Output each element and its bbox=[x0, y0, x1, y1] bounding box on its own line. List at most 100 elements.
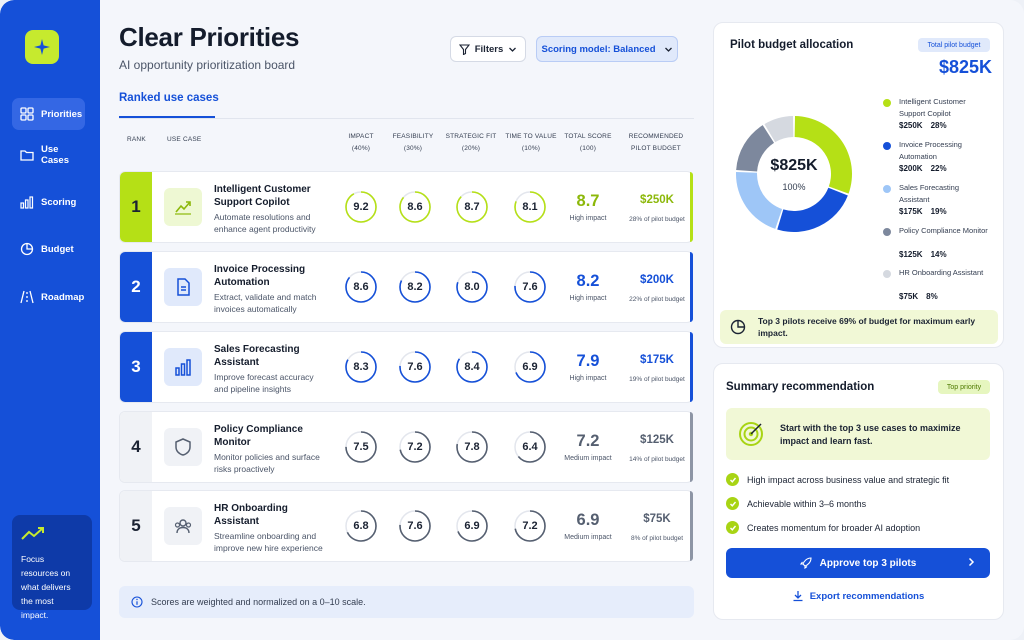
check-icon bbox=[726, 473, 739, 486]
sidebar-item-budget[interactable]: Budget bbox=[12, 233, 85, 265]
budget-share-label: 14% of pilot budget bbox=[629, 456, 685, 463]
sidebar-item-label: Budget bbox=[41, 243, 74, 255]
table-row[interactable]: 3 Sales Forecasting Assistant Improve fore… bbox=[119, 331, 693, 403]
score-feasibility: 7.6 bbox=[398, 509, 432, 543]
score-strategic: 8.0 bbox=[455, 270, 489, 304]
bar-chart-icon bbox=[20, 196, 34, 209]
sidebar-item-use-cases[interactable]: Use Cases bbox=[12, 139, 85, 171]
tab-ranked-use-cases[interactable]: Ranked use cases bbox=[119, 92, 219, 104]
use-case-description: Monitor policies and surface risks proac… bbox=[214, 452, 320, 474]
budget-card-title: Pilot budget allocation bbox=[730, 39, 854, 51]
sidebar-item-scoring[interactable]: Scoring bbox=[12, 186, 85, 218]
score-feasibility: 7.2 bbox=[398, 430, 432, 464]
table-row[interactable]: 2 Invoice Processing Automation Extract, v… bbox=[119, 251, 693, 323]
summary-card-title: Summary recommendation bbox=[726, 381, 875, 393]
check-icon bbox=[726, 521, 739, 534]
recommendation-text: Start with the top 3 use cases to maximi… bbox=[780, 423, 961, 446]
chevron-down-icon bbox=[509, 47, 517, 52]
donut-slice bbox=[777, 187, 848, 232]
sidebar-item-label: Use Cases bbox=[41, 144, 69, 166]
score-impact: 6.8 bbox=[344, 509, 378, 543]
filters-label: Filters bbox=[474, 43, 504, 55]
row-accent bbox=[690, 332, 693, 402]
row-accent bbox=[690, 172, 693, 242]
trend-up-icon bbox=[164, 188, 202, 226]
chevron-down-icon bbox=[664, 47, 672, 52]
road-icon bbox=[20, 290, 34, 304]
legend-value: $125K 14% bbox=[899, 250, 947, 259]
table-row[interactable]: 4 Policy Compliance Monitor Monitor polici… bbox=[119, 411, 693, 483]
column-header-strategic-fit: STRATEGIC FIT (20%) bbox=[445, 133, 497, 152]
total-score: 7.2 bbox=[576, 432, 600, 450]
use-case-name: HR Onboarding Assistant bbox=[214, 503, 288, 527]
sidebar-item-label: Scoring bbox=[41, 196, 77, 208]
footnote-text: Scores are weighted and normalized on a … bbox=[151, 597, 366, 607]
donut-center-value: $825K bbox=[770, 157, 818, 174]
row-accent bbox=[690, 491, 693, 561]
column-header-impact: IMPACT (40%) bbox=[348, 133, 374, 152]
donut-slice bbox=[736, 125, 775, 172]
approve-pilots-button[interactable]: Approve top 3 pilots bbox=[726, 548, 990, 578]
budget-insight-text: Top 3 pilots receive 69% of budget for m… bbox=[758, 316, 976, 338]
shield-icon bbox=[164, 428, 202, 466]
scoring-model-select[interactable]: Scoring model: Balanced bbox=[536, 36, 678, 62]
total-score: 6.9 bbox=[576, 511, 600, 529]
pilot-budget: $200K bbox=[640, 274, 674, 286]
export-recommendations-link[interactable]: Export recommendations bbox=[726, 590, 990, 602]
legend-name: Invoice Processing Automation bbox=[899, 140, 962, 161]
sidebar-item-priorities[interactable]: Priorities bbox=[12, 98, 85, 130]
use-case-description: Extract, validate and match invoices aut… bbox=[214, 292, 317, 314]
legend-name: HR Onboarding Assistant bbox=[899, 268, 984, 277]
download-icon bbox=[793, 591, 803, 602]
filters-button[interactable]: Filters bbox=[450, 36, 526, 62]
total-budget-value: $825K bbox=[938, 57, 992, 77]
rank-badge: 4 bbox=[120, 412, 152, 482]
column-header-feasibility: FEASIBILITY (30%) bbox=[392, 133, 434, 152]
table-row[interactable]: 1 Intelligent Customer Support Copilot Aut… bbox=[119, 171, 693, 243]
impact-label: High impact bbox=[569, 215, 607, 222]
users-icon bbox=[164, 507, 202, 545]
use-case-description: Improve forecast accuracy and pipeline i… bbox=[214, 372, 314, 394]
impact-label: High impact bbox=[569, 295, 607, 302]
score-ttv: 7.6 bbox=[513, 270, 547, 304]
legend-name: Sales Forecasting Assistant bbox=[899, 183, 960, 204]
sparkle-icon bbox=[34, 39, 50, 55]
legend-name: Policy Compliance Monitor bbox=[899, 226, 988, 235]
pilot-budget: $75K bbox=[643, 513, 671, 525]
legend-name: Intelligent Customer Support Copilot bbox=[899, 97, 966, 118]
column-header-use-case: USE CASE bbox=[167, 136, 202, 143]
column-header-budget: RECOMMENDED PILOT BUDGET bbox=[628, 133, 684, 152]
chevron-right-icon bbox=[968, 557, 975, 567]
pie-chart-icon bbox=[730, 319, 746, 335]
rank-badge: 5 bbox=[120, 491, 152, 561]
grid-icon bbox=[20, 107, 34, 121]
budget-share-label: 19% of pilot budget bbox=[629, 376, 685, 383]
recommendation-point: Achievable within 3–6 months bbox=[726, 497, 866, 510]
budget-card bbox=[713, 22, 1004, 348]
sidebar-item-roadmap[interactable]: Roadmap bbox=[12, 281, 85, 313]
page-subtitle: AI opportunity prioritization board bbox=[119, 58, 296, 72]
legend-swatch bbox=[883, 99, 891, 107]
donut-slice bbox=[764, 116, 794, 143]
recommendation-point: Creates momentum for broader AI adoption bbox=[726, 521, 920, 534]
donut-slice bbox=[794, 116, 852, 194]
score-impact: 7.5 bbox=[344, 430, 378, 464]
summary-card bbox=[713, 363, 1004, 620]
legend-swatch bbox=[883, 228, 891, 236]
score-impact: 8.3 bbox=[344, 350, 378, 384]
recommendation-box: Start with the top 3 use cases to maximi… bbox=[726, 408, 990, 460]
rocket-icon bbox=[799, 557, 812, 569]
pilot-budget: $125K bbox=[640, 434, 674, 446]
score-impact: 9.2 bbox=[344, 190, 378, 224]
app-logo[interactable] bbox=[25, 30, 59, 64]
table-row[interactable]: 5 HR Onboarding Assistant Streamline onboa… bbox=[119, 490, 693, 562]
filter-icon bbox=[458, 43, 470, 55]
impact-label: Medium impact bbox=[564, 534, 612, 541]
use-case-name: Policy Compliance Monitor bbox=[214, 424, 303, 448]
score-strategic: 8.7 bbox=[455, 190, 489, 224]
rank-badge: 1 bbox=[120, 172, 152, 242]
use-case-name: Sales Forecasting Assistant bbox=[214, 344, 300, 368]
info-icon bbox=[131, 596, 143, 608]
budget-share-label: 8% of pilot budget bbox=[630, 535, 684, 542]
